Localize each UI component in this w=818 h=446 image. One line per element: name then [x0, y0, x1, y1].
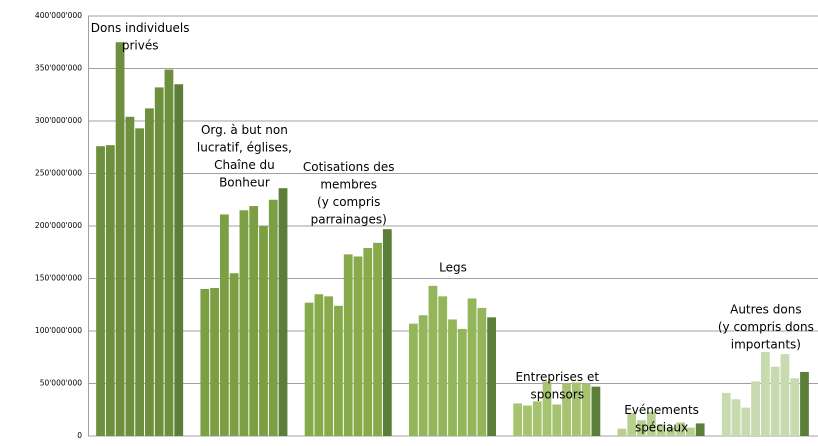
y-tick-label: 50'000'000 — [40, 379, 83, 388]
bar — [219, 214, 229, 436]
bar — [249, 206, 259, 436]
bar — [686, 427, 695, 436]
group-label: (y compris dons — [718, 320, 814, 334]
bar — [542, 381, 552, 436]
bar — [513, 403, 523, 436]
bar — [751, 381, 760, 436]
bar — [145, 108, 154, 437]
group-label: lucratif, églises, — [197, 141, 292, 155]
bar — [695, 423, 705, 436]
bar — [409, 323, 418, 436]
bar — [780, 354, 790, 436]
group-label: privés — [122, 39, 159, 53]
bar — [154, 87, 164, 437]
bar — [334, 305, 343, 436]
bar — [115, 42, 125, 436]
y-tick-label: 350'000'000 — [35, 64, 82, 73]
group-label: Cotisations des — [303, 160, 395, 174]
bar — [760, 352, 770, 436]
group-label: Chaîne du — [214, 158, 275, 172]
y-tick-label: 150'000'000 — [35, 274, 82, 283]
y-tick-label: 0 — [77, 431, 82, 440]
bar — [373, 242, 382, 436]
group-label: Dons individuels — [91, 21, 190, 35]
bar — [363, 248, 373, 436]
bar — [637, 420, 646, 436]
group-label: importants) — [731, 338, 801, 352]
bar — [135, 128, 145, 436]
bar — [448, 319, 457, 436]
bar — [741, 407, 751, 436]
group-label: Bonheur — [219, 176, 270, 190]
group-label: spéciaux — [635, 421, 688, 435]
bar — [239, 210, 249, 436]
bar — [428, 285, 438, 436]
bar — [487, 317, 496, 436]
bar — [731, 399, 741, 436]
y-tick-label: 250'000'000 — [35, 169, 82, 178]
bar — [382, 229, 392, 436]
bar — [627, 412, 637, 436]
bar — [324, 296, 334, 436]
bar — [770, 366, 780, 436]
group-label: (y compris — [317, 195, 380, 209]
group-label: Autres dons — [730, 303, 801, 317]
bar — [591, 386, 601, 436]
group-label: Entreprises et — [515, 370, 599, 384]
bar — [646, 411, 656, 436]
group-label: parrainages) — [311, 213, 387, 227]
bar — [581, 383, 591, 436]
bar — [259, 226, 268, 436]
y-tick-label: 400'000'000 — [35, 11, 82, 20]
bar — [438, 296, 448, 436]
bar — [174, 84, 184, 436]
y-tick-label: 200'000'000 — [35, 221, 82, 230]
bar — [96, 146, 105, 436]
bar — [656, 424, 666, 436]
bar — [721, 392, 731, 436]
bar — [125, 116, 135, 437]
bar — [200, 289, 210, 436]
bar — [278, 188, 288, 436]
group-label: Evénements — [624, 403, 699, 417]
bar — [532, 401, 542, 436]
bar — [562, 383, 571, 436]
bar — [418, 315, 428, 436]
bar — [676, 422, 686, 436]
bar — [617, 428, 627, 436]
bar — [268, 199, 278, 436]
bar — [571, 382, 581, 436]
bar — [164, 69, 174, 437]
y-tick-label: 100'000'000 — [35, 326, 82, 335]
bar — [800, 371, 809, 436]
bar — [523, 405, 532, 436]
bar — [229, 273, 239, 436]
bar — [314, 294, 324, 436]
bar — [477, 307, 487, 436]
bar — [343, 254, 353, 436]
group-label: Org. à but non — [201, 123, 288, 137]
y-tick-label: 300'000'000 — [35, 116, 82, 125]
bar — [210, 287, 219, 436]
bar — [105, 145, 115, 436]
bar — [353, 256, 363, 436]
bar — [552, 404, 562, 436]
group-label: membres — [320, 178, 377, 192]
group-label: sponsors — [530, 388, 584, 402]
bar — [304, 302, 314, 436]
bar — [666, 427, 676, 436]
bar — [467, 298, 477, 436]
bar — [457, 328, 467, 436]
bar — [790, 378, 800, 436]
group-label: Legs — [439, 261, 467, 275]
